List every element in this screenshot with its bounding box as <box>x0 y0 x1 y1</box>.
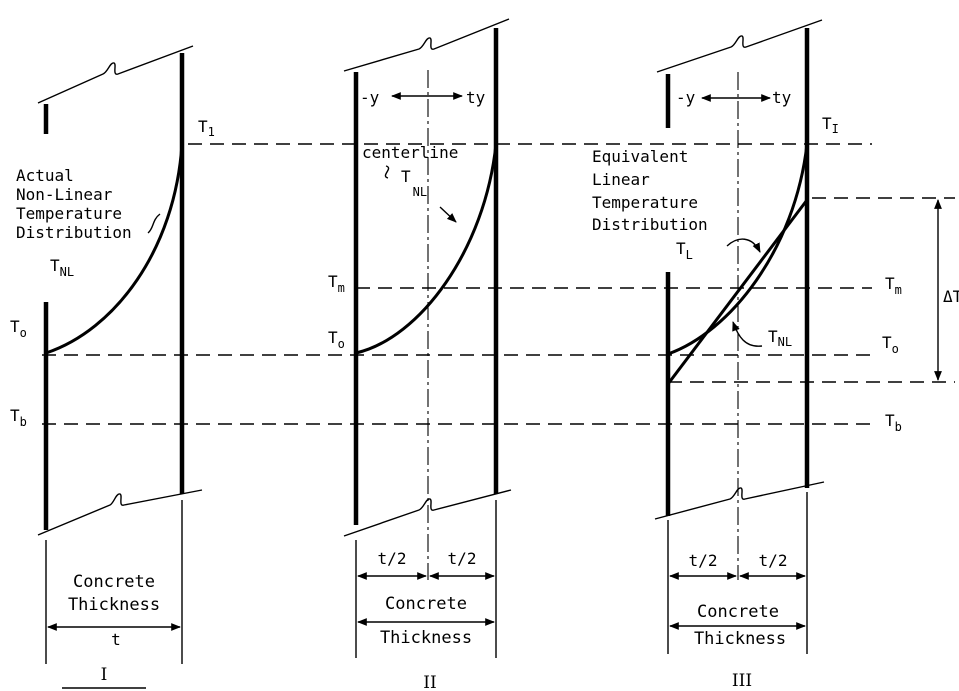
panel-iii-top-break-line <box>656 19 823 73</box>
panel-iii-tnl-leader-arrow <box>732 321 763 347</box>
panel-iii-tm-label: Tm <box>885 274 902 297</box>
panel-iii-thickness-line-1: Concrete <box>697 602 779 622</box>
panel-i-annotation-line-2: Non-Linear <box>16 185 113 204</box>
panel-iii-tl-leader-arrow <box>726 238 761 253</box>
panel-i-top-break-line <box>37 45 194 104</box>
panel-ii-pos-y-label: ty <box>466 88 486 107</box>
reference-lines <box>42 143 955 425</box>
panel-i-annotation-leader <box>147 213 161 234</box>
panel-ii-half-right-label: t/2 <box>448 549 477 568</box>
panel-iii-to-label: To <box>882 333 899 356</box>
panel-iii-annotation-line-3: Temperature <box>592 193 698 212</box>
panel-iii-ti-label: TI <box>822 114 839 136</box>
panel-iii-annotation-line-4: Distribution <box>592 215 708 234</box>
panel-ii-bottom-break-line <box>343 489 512 537</box>
panel-iii-neg-y-label: -y <box>676 88 696 107</box>
panel-ii-tm-label: Tm <box>328 272 345 295</box>
panel-i-annotation-line-1: Actual <box>16 166 74 185</box>
panel-iii-tb-label: Tb <box>885 411 902 434</box>
panel-iii-roman-numeral: III <box>732 671 752 691</box>
panel-iii: -y ty TI Equivalent Linear Temperature D… <box>592 19 959 691</box>
panel-ii-thickness-line-1: Concrete <box>385 594 467 614</box>
panel-ii-roman-numeral: II <box>423 673 436 691</box>
panel-i-roman-numeral: I <box>101 665 108 685</box>
panel-iii-annotation-line-1: Equivalent <box>592 147 688 166</box>
panel-iii-tnl-label: TNL <box>768 327 792 349</box>
panel-i: T1 Actual Non-Linear Temperature Distrib… <box>10 45 215 689</box>
panel-iii-nonlinear-curve <box>667 143 809 356</box>
panel-i-bottom-break-line <box>37 489 203 536</box>
panel-ii-thickness-line-2: Thickness <box>380 628 472 648</box>
panel-ii-neg-y-label: -y <box>360 88 380 107</box>
panel-ii-centerline-label: centerline <box>362 143 458 162</box>
panel-iii-linear-distribution-line <box>666 199 809 385</box>
panel-i-t1-label: T1 <box>198 117 215 139</box>
panel-i-annotation-line-3: Temperature <box>16 204 122 223</box>
panel-iii-delta-t-label: ΔT <box>943 287 959 306</box>
panel-iii-thickness-line-2: Thickness <box>694 629 786 649</box>
panel-ii-centerline-squiggle <box>384 165 390 179</box>
panel-i-tnl-label: TNL <box>50 256 74 279</box>
panel-i-thickness-line-1: Concrete <box>73 572 155 592</box>
panel-i-thickness-t: t <box>111 630 121 649</box>
panel-ii-half-left-label: t/2 <box>378 549 407 568</box>
panel-iii-bottom-break-line <box>654 481 825 520</box>
panel-ii-nonlinear-curve <box>355 143 498 355</box>
panel-iii-annotation-line-2: Linear <box>592 170 650 189</box>
panel-i-nonlinear-curve <box>45 143 184 355</box>
panel-i-annotation-line-4: Distribution <box>16 223 132 242</box>
panel-ii-top-break-line <box>343 18 510 72</box>
panel-iii-half-left-label: t/2 <box>689 551 718 570</box>
panel-iii-half-right-label: t/2 <box>759 551 788 570</box>
panel-ii-tnl-label: TNL <box>401 167 427 199</box>
panel-i-tb-label: Tb <box>10 406 27 429</box>
panel-iii-pos-y-label: ty <box>772 88 792 107</box>
panel-ii-tnl-leader-arrow <box>439 206 457 223</box>
panel-ii-to-label: To <box>328 328 345 351</box>
panel-ii: -y ty centerline TNL Tm To t/2 t/2 Concr… <box>328 18 512 691</box>
panel-i-thickness-line-2: Thickness <box>68 595 160 615</box>
panel-i-to-label: To <box>10 317 27 340</box>
panel-iii-tl-label: TL <box>676 239 693 262</box>
